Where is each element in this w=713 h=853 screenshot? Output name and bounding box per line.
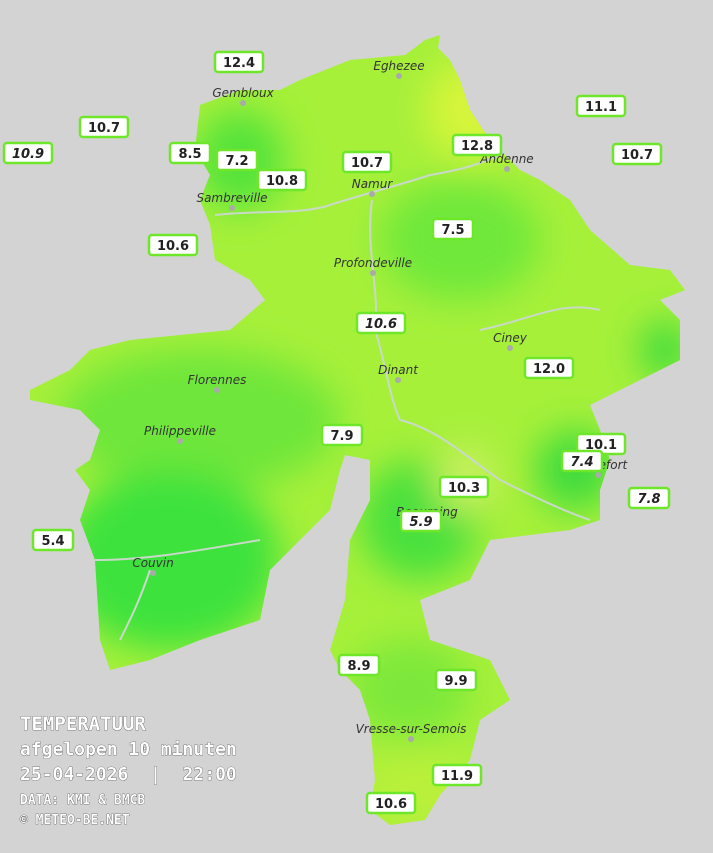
station-box <box>365 791 417 815</box>
station-value: 7.2 <box>225 154 248 169</box>
station-value: 7.8 <box>637 492 660 507</box>
station-box <box>355 311 407 335</box>
station-value: 8.5 <box>178 147 201 162</box>
station-value: 10.7 <box>621 148 653 163</box>
station-box <box>256 168 308 192</box>
station-box <box>431 763 483 787</box>
town-dot <box>395 377 401 383</box>
town-dot <box>504 166 510 172</box>
station-value: 9.9 <box>444 674 467 689</box>
legend: TEMPERATUUR afgelopen 10 minuten 25-04-2… <box>20 713 237 829</box>
town-dot <box>595 472 601 478</box>
town-name: Namur <box>352 177 394 191</box>
station-value: 12.0 <box>533 362 565 377</box>
town-name: Couvin <box>132 556 173 570</box>
town-name: Philippeville <box>144 424 216 438</box>
town-dot <box>240 100 246 106</box>
station-value: 12.8 <box>461 139 493 154</box>
legend-subtitle: afgelopen 10 minuten <box>20 739 237 760</box>
town-name: Eghezee <box>373 59 424 73</box>
station-box <box>627 486 671 510</box>
station-value: 10.7 <box>88 121 120 136</box>
legend-datetime: 25-04-2026 | 22:00 <box>20 764 237 785</box>
station-box <box>147 233 199 257</box>
town-dot <box>214 387 220 393</box>
station-value: 7.5 <box>441 223 464 238</box>
station-box <box>168 141 212 165</box>
station-box <box>523 356 575 380</box>
station-box <box>451 133 503 157</box>
town-dot <box>370 270 376 276</box>
station-value: 10.7 <box>351 156 383 171</box>
station-box <box>611 142 663 166</box>
station-value: 5.4 <box>41 534 64 549</box>
town-dot <box>507 345 513 351</box>
station-box <box>215 148 259 172</box>
towns: EghezeeGemblouxAndenneNamurSambrevillePr… <box>132 59 629 742</box>
town-name: Sambreville <box>196 191 267 205</box>
stations: 12.4 10.7 10.9 8.5 7.2 10.8 10.7 12.8 11.1 10.7 7.… <box>2 50 671 815</box>
station-box <box>438 475 490 499</box>
town-name: Florennes <box>188 373 247 387</box>
station-box <box>341 150 393 174</box>
station-box <box>78 115 130 139</box>
station-box <box>575 94 627 118</box>
station-value: 10.1 <box>585 438 617 453</box>
station-box <box>337 653 381 677</box>
town-name: Ciney <box>493 331 528 345</box>
station-value: 10.9 <box>12 147 44 162</box>
station-value: 10.6 <box>365 317 397 332</box>
town-name: Vresse-sur-Semois <box>356 722 467 736</box>
town-dot <box>177 438 183 444</box>
station-box <box>213 50 265 74</box>
station-box <box>2 141 54 165</box>
station-value: 7.9 <box>330 429 353 444</box>
town-dot <box>369 191 375 197</box>
station-value: 5.9 <box>409 515 432 530</box>
station-value: 8.9 <box>347 659 370 674</box>
station-box <box>399 509 443 533</box>
town-name: Dinant <box>378 363 419 377</box>
town-name: Gembloux <box>212 86 274 100</box>
town-dot <box>229 205 235 211</box>
station-value: 10.3 <box>448 481 480 496</box>
legend-title: TEMPERATUUR <box>20 713 146 735</box>
station-value: 10.8 <box>266 174 298 189</box>
town-name: Profondeville <box>334 256 412 270</box>
station-box <box>320 423 364 447</box>
legend-copyright: © METEO-BE.NET <box>20 813 130 828</box>
station-value: 10.6 <box>375 797 407 812</box>
station-box <box>431 217 475 241</box>
station-value: 12.4 <box>223 56 255 71</box>
town-dot <box>396 73 402 79</box>
town-dot <box>408 736 414 742</box>
town-dot <box>150 570 156 576</box>
station-value: 7.4 <box>570 455 593 470</box>
station-value: 11.9 <box>441 769 473 784</box>
station-box <box>31 528 75 552</box>
station-value: 11.1 <box>585 100 617 115</box>
legend-source: DATA: KMI & BMCB <box>20 793 145 808</box>
station-box <box>560 449 604 473</box>
station-value: 10.6 <box>157 239 189 254</box>
station-box <box>434 668 478 692</box>
